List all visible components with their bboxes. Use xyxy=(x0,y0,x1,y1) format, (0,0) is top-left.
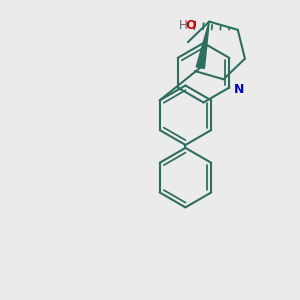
Text: O: O xyxy=(186,19,196,32)
Text: H: H xyxy=(179,19,188,32)
Text: N: N xyxy=(234,82,244,96)
Polygon shape xyxy=(196,22,209,68)
